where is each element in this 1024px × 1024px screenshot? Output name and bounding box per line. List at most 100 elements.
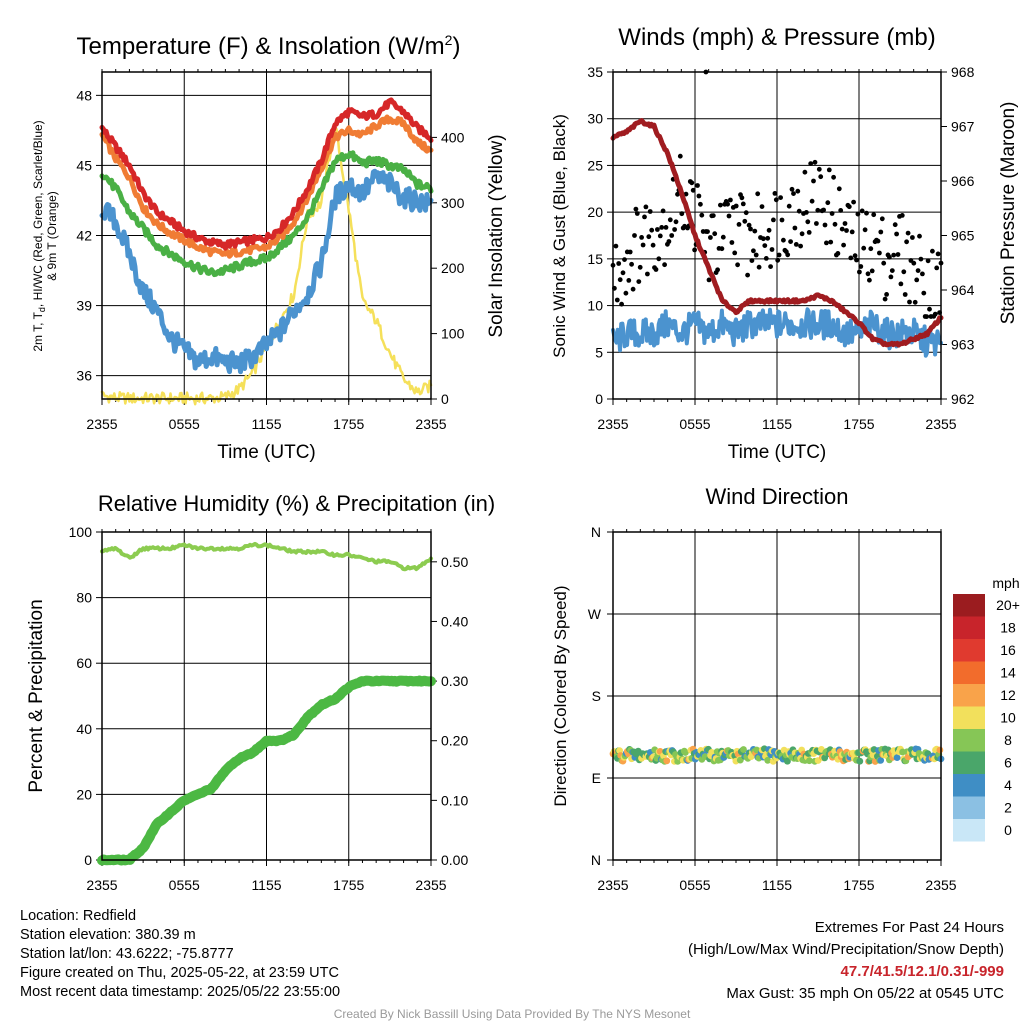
temp-y2-tick-label: 300 (441, 195, 465, 211)
dir-chart-title: Wind Direction (705, 484, 848, 509)
gust-point (808, 161, 814, 167)
gust-point (630, 286, 636, 292)
gust-point (659, 225, 665, 230)
gust-point (771, 217, 776, 223)
sonic-wind-line (611, 307, 943, 358)
gust-point (705, 229, 710, 235)
gust-point (706, 277, 712, 283)
gust-point (712, 231, 718, 237)
gust-point (748, 226, 753, 232)
gust-point (679, 211, 685, 217)
wind-chart-title: Winds (mph) & Pressure (mb) (618, 24, 935, 51)
gust-point (852, 253, 858, 259)
temp-y2-tick-label: 400 (441, 129, 465, 145)
gust-point (805, 219, 811, 225)
rh-y-tick-label: 20 (76, 786, 92, 802)
gust-point (776, 252, 782, 258)
direction-point (806, 757, 813, 765)
gust-point (891, 252, 897, 258)
wind-y-tick-label: 30 (587, 111, 603, 127)
gust-point (932, 311, 938, 317)
gust-point (902, 292, 908, 297)
wind-x-tick-label: 2355 (925, 416, 956, 432)
gust-point (802, 169, 808, 175)
rh-y-tick-label: 80 (76, 590, 92, 606)
station-latlon: Station lat/lon: 43.6222; -75.8777 (20, 946, 234, 962)
gust-point (675, 191, 680, 197)
gust-point (695, 183, 700, 188)
temp-y-tick-label: 39 (76, 298, 92, 314)
gust-point (888, 274, 894, 280)
gust-point (854, 257, 859, 263)
gust-point (643, 204, 649, 210)
direction-point (682, 749, 689, 756)
gust-point (660, 208, 666, 214)
speed-legend-swatch (953, 819, 985, 842)
dir-x-tick-label: 0555 (679, 877, 710, 893)
gust-point (740, 201, 746, 207)
gust-point (637, 264, 643, 270)
gust-point (832, 221, 838, 227)
gust-point (796, 208, 802, 214)
gust-point (781, 237, 786, 243)
dir-y-axis-label: Direction (Colored By Speed) (551, 585, 570, 806)
speed-legend-swatch (953, 616, 985, 639)
gust-point (683, 191, 689, 197)
wind-plot-frame (612, 71, 942, 400)
gust-point (746, 222, 752, 228)
gust-point (861, 245, 867, 251)
dir-y-tick-label: S (592, 688, 601, 704)
gust-point (645, 271, 650, 277)
direction-point (877, 757, 885, 764)
rh-y-tick-label: 100 (69, 524, 93, 540)
gust-point (742, 218, 748, 224)
rh-x-tick-label: 2355 (415, 877, 446, 893)
gust-point (715, 267, 720, 273)
gust-point (766, 227, 772, 233)
gust-point (836, 186, 842, 192)
gust-point (822, 222, 828, 228)
dir-y-tick-label: N (591, 524, 601, 540)
gust-point (858, 264, 864, 269)
temp-x-tick-label: 2355 (86, 416, 117, 432)
gust-point (855, 211, 861, 217)
speed-legend-label: 6 (1004, 755, 1012, 771)
gust-point (733, 203, 739, 209)
gust-point (930, 248, 935, 254)
gust-point (690, 187, 696, 193)
gust-point (669, 233, 675, 238)
gust-point (826, 167, 832, 173)
gust-point (613, 243, 619, 249)
gust-point (640, 242, 646, 248)
gust-point (642, 214, 647, 220)
gust-point (838, 208, 844, 213)
gust-point (646, 234, 652, 240)
rh-y2-tick-label: 0.30 (441, 673, 468, 689)
gust-point (924, 314, 930, 319)
temp-series-line (99, 150, 434, 278)
wind-y-axis-label: Sonic Wind & Gust (Blue, Black) (550, 114, 569, 358)
wind-y-tick-label: 15 (587, 251, 603, 267)
gust-point (921, 290, 927, 296)
wind-y2-tick-label: 963 (951, 337, 975, 353)
gust-point (894, 231, 899, 237)
speed-legend-label: 18 (1000, 620, 1016, 636)
gust-point (775, 257, 781, 263)
figure-created: Figure created on Thu, 2025-05-22, at 23… (20, 965, 339, 981)
rh-y2-tick-label: 0.20 (441, 733, 468, 749)
gust-point (865, 271, 871, 277)
gust-point (653, 267, 659, 272)
gust-point (769, 247, 775, 252)
gust-point (821, 207, 826, 213)
gust-point (806, 230, 812, 235)
speed-legend-swatch (953, 661, 985, 684)
speed-legend-swatch (953, 796, 985, 819)
pressure-line (610, 118, 944, 348)
speed-legend-swatch (953, 684, 985, 707)
temp-plot-frame (101, 71, 432, 400)
gust-point (899, 213, 905, 218)
speed-legend-label: 4 (1004, 777, 1012, 793)
gust-point (842, 221, 848, 226)
gust-point (720, 234, 726, 240)
station-info: Location: Redfield Station elevation: 38… (20, 907, 340, 1002)
